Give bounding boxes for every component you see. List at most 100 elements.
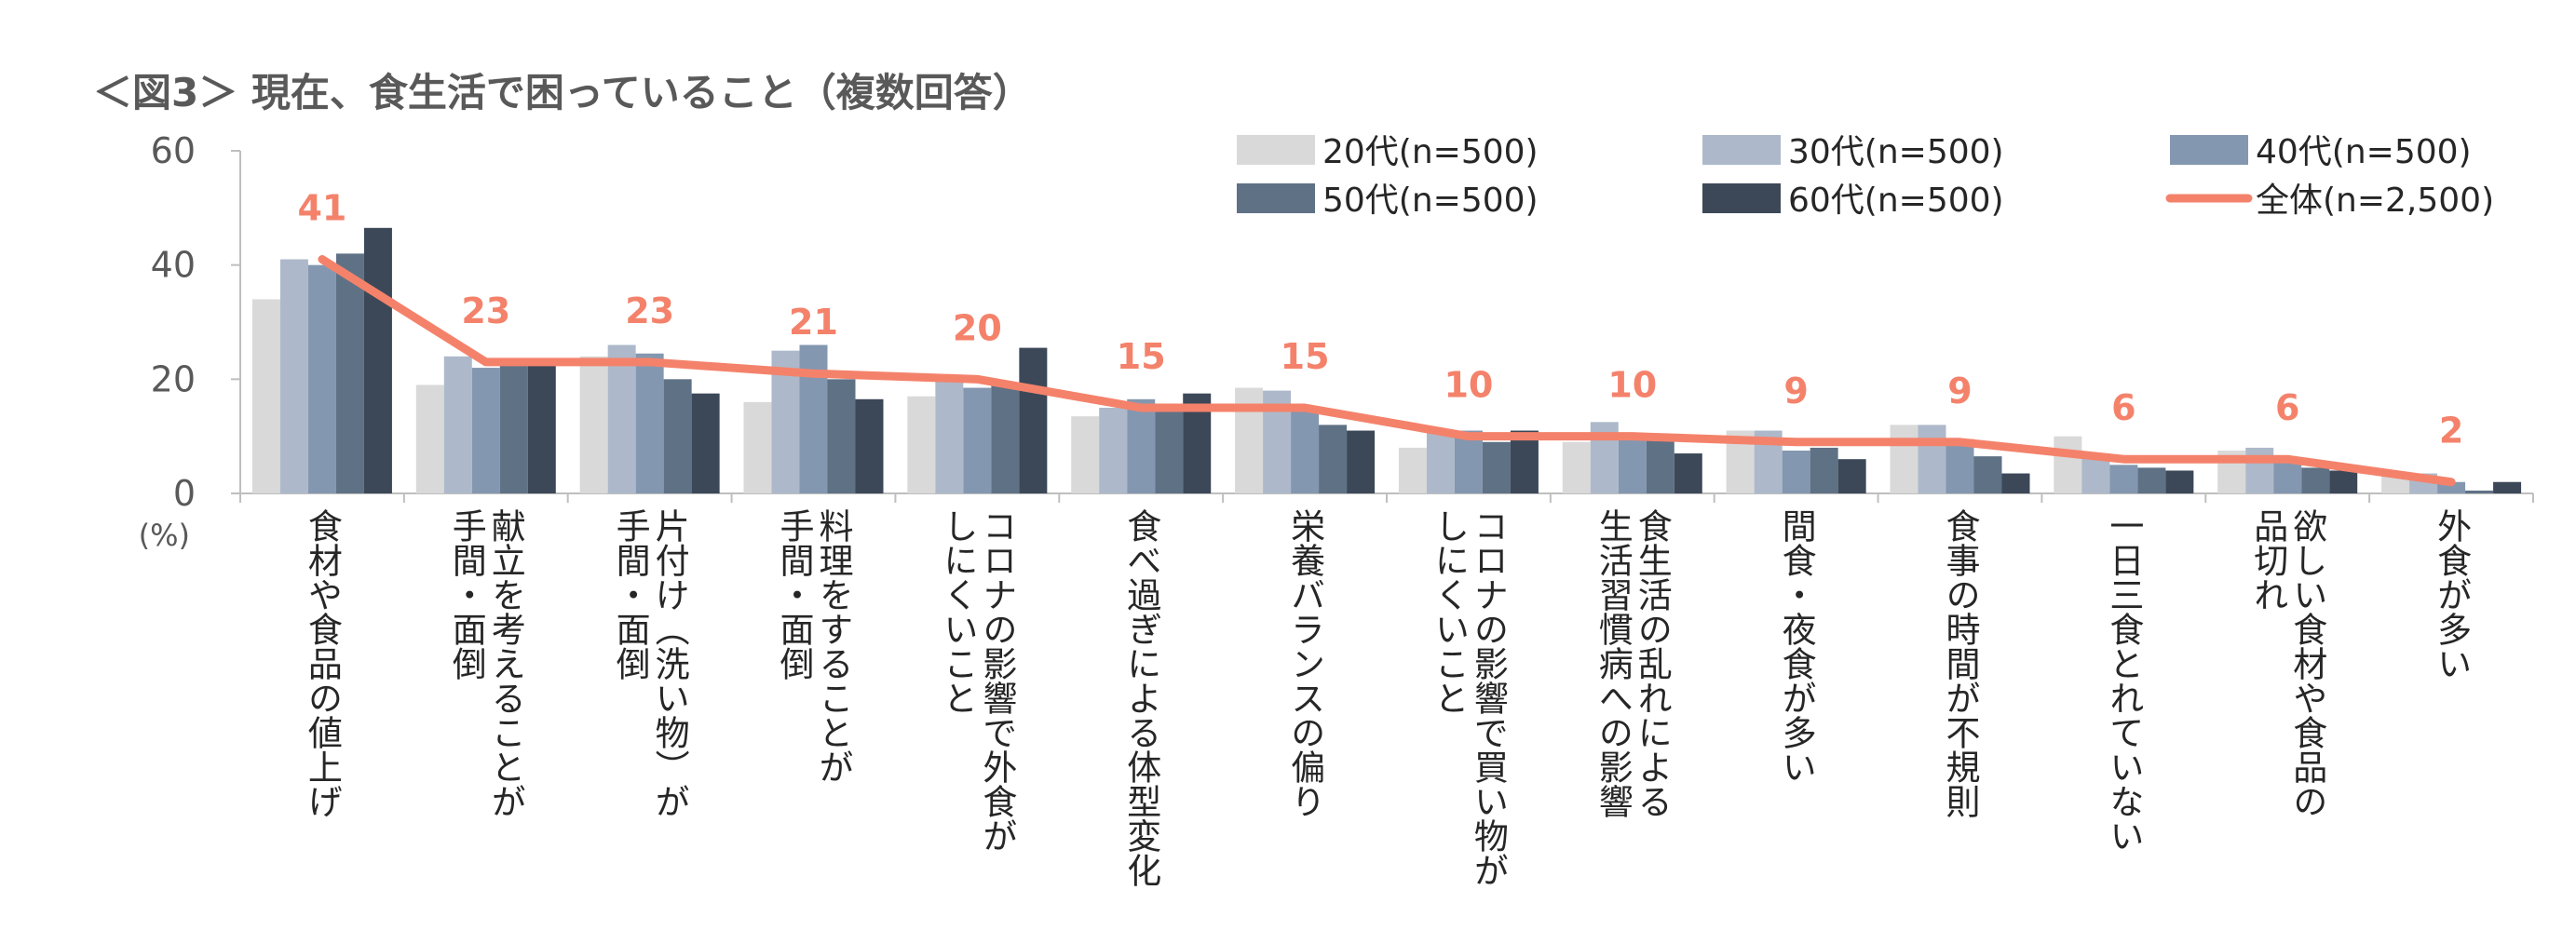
legend-swatch: [1702, 135, 1781, 165]
legend-swatch: [1237, 135, 1315, 165]
x-category-label: 献立を考えることが: [485, 508, 525, 818]
legend-swatch: [1237, 183, 1315, 213]
y-tick-label: 60: [151, 130, 196, 171]
bar: [579, 356, 608, 493]
x-category-label: 欲しい食材や食品の: [2287, 508, 2328, 818]
bar: [607, 344, 636, 493]
legend-swatch: [1702, 183, 1781, 213]
bar: [1946, 438, 1974, 493]
bar: [1510, 430, 1539, 493]
total-data-label: 15: [1281, 336, 1330, 377]
bar: [363, 227, 392, 494]
total-data-label: 9: [1783, 371, 1808, 411]
total-data-label: 21: [789, 302, 838, 343]
bar: [2165, 470, 2194, 493]
bar: [663, 379, 692, 493]
bar: [1454, 430, 1483, 493]
bar: [2329, 470, 2358, 493]
total-data-label: 20: [953, 307, 1002, 348]
x-category-label: コロナの影響で外食が: [977, 508, 1017, 853]
x-category-label: 間食・夜食が多い: [1776, 508, 1817, 784]
bar: [527, 365, 556, 493]
bar: [1071, 416, 1100, 493]
bar: [799, 344, 828, 493]
bar: [499, 358, 528, 493]
bar: [991, 384, 1020, 493]
bar: [2001, 473, 2030, 493]
bar: [1562, 441, 1591, 493]
bar: [2054, 436, 2082, 493]
legend-label: 全体(n=2,500): [2256, 182, 2494, 220]
total-data-label: 23: [461, 290, 510, 331]
legend-label: 20代(n=500): [1322, 133, 1539, 171]
bar: [471, 368, 500, 493]
total-line: [318, 255, 2456, 487]
bar: [1347, 430, 1376, 493]
x-category-label: しにくいこと: [938, 508, 978, 715]
bar: [2381, 476, 2410, 493]
bar: [443, 356, 472, 493]
x-category-label: 品切れ: [2248, 508, 2288, 612]
x-category-label: 食事の時間が不規則: [1940, 508, 1980, 818]
bar: [279, 259, 308, 493]
bar: [415, 384, 444, 493]
total-data-label: 15: [1117, 336, 1166, 377]
bar: [1918, 425, 1946, 493]
total-data-label: 6: [2275, 387, 2299, 428]
bar: [907, 396, 936, 493]
bar: [1319, 425, 1348, 493]
total-data-label: 2: [2439, 411, 2463, 452]
bar: [743, 401, 772, 493]
bar: [855, 398, 884, 493]
bar: [1482, 441, 1511, 493]
x-category-label: しにくいこと: [1429, 508, 1469, 715]
bar: [2493, 481, 2522, 493]
x-category-label: 栄養バランスの偏り: [1285, 508, 1325, 818]
x-category-label: 食生活の乱れによる: [1632, 508, 1672, 818]
y-axis-unit-label: (%): [139, 518, 190, 553]
x-category-label: 食べ過ぎによる体型変化: [1121, 508, 1162, 887]
bar: [1810, 447, 1838, 493]
total-data-label: 23: [625, 290, 674, 331]
bar: [2245, 447, 2274, 493]
y-tick-label: 40: [151, 245, 196, 286]
bar: [1099, 408, 1128, 493]
total-data-label: 10: [1444, 365, 1493, 406]
bar: [635, 353, 664, 493]
bar: [1426, 430, 1455, 493]
y-tick-label: 0: [173, 473, 196, 514]
bar: [251, 299, 280, 493]
bar: [1782, 451, 1810, 493]
bar: [2273, 462, 2302, 493]
bar: [1973, 456, 2002, 493]
chart-title: ＜図3＞ 現在、食生活で困っていること（複数回答）: [93, 70, 1032, 115]
legend-label: 40代(n=500): [2256, 133, 2472, 171]
total-data-label: 41: [297, 188, 346, 229]
bar: [1019, 347, 1048, 493]
bar: [1127, 398, 1156, 493]
bar: [1291, 408, 1320, 493]
total-data-label: 9: [1947, 371, 1972, 411]
x-category-label: 生活習慣病への影響: [1593, 508, 1634, 818]
bar: [1155, 408, 1184, 493]
x-category-label: コロナの影響で買い物が: [1468, 508, 1508, 887]
bar: [307, 264, 336, 493]
bar: [2109, 465, 2138, 493]
total-data-label: 6: [2111, 387, 2135, 428]
legend-label: 50代(n=500): [1322, 182, 1539, 220]
y-tick-label: 20: [151, 358, 196, 399]
x-category-label: 一日三食とれていない: [2104, 508, 2144, 853]
bar: [827, 379, 856, 493]
bar: [691, 393, 720, 493]
bar: [1674, 453, 1702, 493]
legend-label: 30代(n=500): [1788, 133, 2004, 171]
bar: [335, 253, 364, 493]
x-category-label: 手間・面倒: [774, 508, 815, 681]
legend-swatch: [2170, 135, 2248, 165]
x-category-label: 食材や食品の値上げ: [302, 508, 343, 818]
bar: [2465, 490, 2494, 493]
bar: [935, 379, 964, 493]
bar: [1398, 447, 1427, 493]
